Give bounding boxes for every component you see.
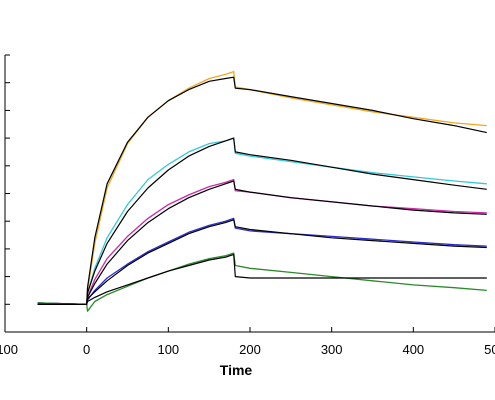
x-tick-label: -100 xyxy=(0,342,18,357)
x-tick-label: 400 xyxy=(402,342,424,357)
fit-line-4 xyxy=(37,219,487,305)
fit-line-2 xyxy=(37,137,487,305)
fit-line-3 xyxy=(37,180,487,305)
series-line-green xyxy=(37,252,487,312)
x-tick-label: 200 xyxy=(239,342,261,357)
axis-layer xyxy=(4,55,495,333)
x-tick-label: 100 xyxy=(157,342,179,357)
x-tick-label: 300 xyxy=(321,342,343,357)
tick-layer: -100 0 100 200 300 400 500 xyxy=(0,54,495,357)
x-tick-label: 500 xyxy=(484,342,495,357)
x-tick-label: 0 xyxy=(83,342,90,357)
fit-line-5 xyxy=(37,253,487,305)
fit-layer xyxy=(37,76,487,305)
x-axis-label: Time xyxy=(220,362,253,378)
fit-line-1 xyxy=(37,76,487,305)
